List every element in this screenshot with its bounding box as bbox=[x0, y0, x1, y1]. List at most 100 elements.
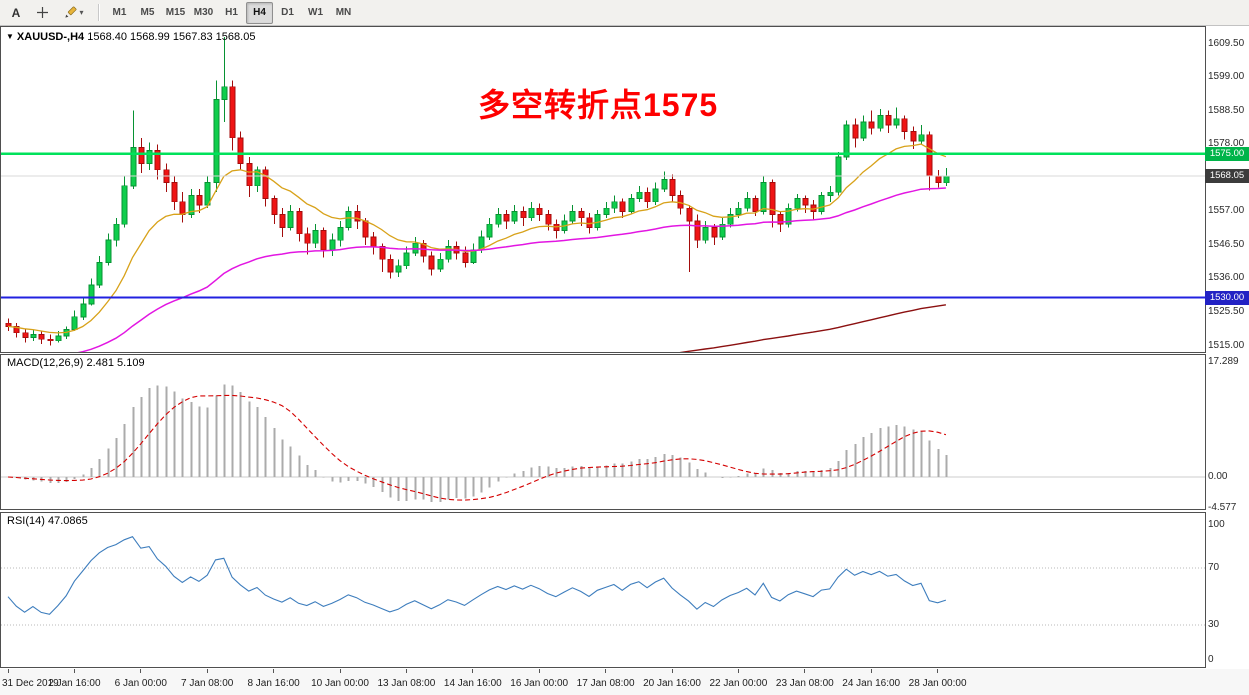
time-scale-tick bbox=[273, 669, 275, 673]
candle-body bbox=[312, 230, 319, 244]
candle-body bbox=[628, 198, 635, 212]
candle-body bbox=[121, 185, 128, 225]
price-scale[interactable]: 1609.501599.001588.501578.001567.501557.… bbox=[1206, 26, 1249, 669]
candle-body bbox=[926, 134, 933, 177]
time-scale-label: 16 Jan 00:00 bbox=[510, 678, 569, 689]
candle-body bbox=[171, 182, 178, 203]
candle-body bbox=[852, 124, 859, 139]
candle-body bbox=[80, 303, 87, 318]
candle-body bbox=[719, 223, 726, 238]
candle-body bbox=[735, 207, 742, 215]
candle-body bbox=[179, 201, 186, 216]
timeframe-button-m5[interactable]: M5 bbox=[140, 7, 155, 18]
time-scale-label: 22 Jan 00:00 bbox=[709, 678, 768, 689]
candle-body bbox=[254, 169, 261, 187]
candle-body bbox=[644, 191, 651, 203]
timeframe-button-m1[interactable]: M1 bbox=[112, 7, 127, 18]
macd-scale-label: -4.577 bbox=[1208, 501, 1237, 513]
timeframe-button-w1[interactable]: W1 bbox=[308, 7, 323, 18]
toolbar: A ▾ M1 M5 M15 M30 H1 H4 D1 W1 MN bbox=[0, 0, 1249, 26]
rsi-scale-label: 30 bbox=[1208, 619, 1220, 631]
candle-body bbox=[279, 214, 286, 228]
timeframe-button-d1[interactable]: D1 bbox=[281, 7, 294, 18]
support-price-badge: 1530.00 bbox=[1205, 290, 1249, 305]
candle-body bbox=[760, 182, 767, 212]
time-scale-label: 2 Jan 16:00 bbox=[48, 678, 101, 689]
symbol-name: XAUUSD-,H4 bbox=[16, 31, 85, 43]
candle-body bbox=[893, 118, 900, 126]
time-scale-label: 13 Jan 08:00 bbox=[377, 678, 436, 689]
candle-body bbox=[362, 220, 369, 238]
candle-body bbox=[885, 115, 892, 126]
resistance-price-badge: 1575.00 bbox=[1205, 146, 1249, 161]
candle-body bbox=[229, 86, 236, 139]
candle-body bbox=[30, 333, 37, 338]
time-scale-label: 23 Jan 08:00 bbox=[775, 678, 834, 689]
candle-body bbox=[138, 147, 145, 164]
time-scale-label: 28 Jan 00:00 bbox=[908, 678, 967, 689]
time-scale-label: 14 Jan 16:00 bbox=[443, 678, 502, 689]
time-scale-tick bbox=[472, 669, 474, 673]
time-scale-tick bbox=[405, 669, 407, 673]
candle-body bbox=[96, 262, 103, 286]
candle-body bbox=[802, 198, 809, 206]
candle-body bbox=[354, 210, 361, 222]
candle-body bbox=[246, 162, 253, 187]
time-scale-tick bbox=[140, 669, 142, 673]
moving-average-ema-slow bbox=[679, 304, 947, 352]
candle-body bbox=[462, 252, 469, 263]
time-scale-label: 6 Jan 00:00 bbox=[114, 678, 167, 689]
candle-body bbox=[495, 214, 502, 225]
candle-body bbox=[55, 335, 62, 342]
timeframe-button-h1[interactable]: H1 bbox=[225, 7, 238, 18]
candle-body bbox=[794, 198, 801, 209]
moving-average-ema-medium bbox=[77, 187, 946, 352]
current-price-badge: 1568.05 bbox=[1205, 169, 1249, 184]
timeframe-button-m15[interactable]: M15 bbox=[165, 7, 186, 18]
time-scale-tick bbox=[206, 669, 208, 673]
moving-average-ema-fast bbox=[7, 143, 947, 334]
candle-body bbox=[727, 214, 734, 225]
candle-body bbox=[943, 175, 950, 184]
time-scale-tick bbox=[870, 669, 872, 673]
macd-title: MACD(12,26,9) 2.481 5.109 bbox=[7, 357, 145, 369]
time-scale-label: 17 Jan 08:00 bbox=[576, 678, 635, 689]
price-scale-label: 1588.50 bbox=[1208, 104, 1245, 116]
candle-body bbox=[237, 137, 244, 164]
candle-body bbox=[661, 178, 668, 190]
rsi-scale-label: 100 bbox=[1208, 519, 1225, 531]
timeframe-button-m30[interactable]: M30 bbox=[193, 7, 214, 18]
rsi-pane-series bbox=[1, 536, 1205, 626]
candle-body bbox=[379, 246, 386, 260]
candlestick-pane-series bbox=[1, 37, 1205, 352]
chart-text-annotation[interactable]: 多空转折点1575 bbox=[478, 87, 719, 123]
candle-body bbox=[146, 150, 153, 164]
chart-region: ▼ XAUUSD-,H4 1568.40 1568.99 1567.83 1568… bbox=[0, 26, 1249, 695]
price-scale-label: 1546.50 bbox=[1208, 238, 1245, 250]
draw-tool-button[interactable]: ▾ bbox=[56, 2, 92, 24]
candle-body bbox=[271, 198, 278, 216]
timeframe-button-h4[interactable]: H4 bbox=[246, 1, 273, 24]
time-scale-tick bbox=[73, 669, 75, 673]
time-scale-label: 8 Jan 16:00 bbox=[247, 678, 300, 689]
candle-body bbox=[370, 236, 377, 247]
time-scale-tick bbox=[804, 669, 806, 673]
font-tool-button[interactable]: A bbox=[4, 2, 28, 24]
time-scale-tick bbox=[339, 669, 341, 673]
candle-body bbox=[578, 210, 585, 219]
candle-body bbox=[545, 214, 552, 225]
candle-body bbox=[520, 210, 527, 219]
chart-canvas[interactable] bbox=[0, 26, 1249, 695]
timeframe-button-mn[interactable]: MN bbox=[335, 7, 352, 18]
candle-body bbox=[437, 258, 444, 270]
candle-body bbox=[868, 121, 875, 129]
candle-body bbox=[877, 115, 884, 129]
crosshair-icon bbox=[36, 6, 49, 19]
macd-scale-label: 17.289 bbox=[1208, 355, 1239, 367]
time-scale[interactable]: 31 Dec 2019 2 Jan 16:00 6 Jan 00:00 7 Jan 0… bbox=[0, 669, 1249, 695]
candle-body bbox=[304, 233, 311, 244]
crosshair-tool-button[interactable] bbox=[30, 2, 54, 24]
candle-body bbox=[188, 194, 195, 215]
candle-body bbox=[262, 169, 269, 200]
